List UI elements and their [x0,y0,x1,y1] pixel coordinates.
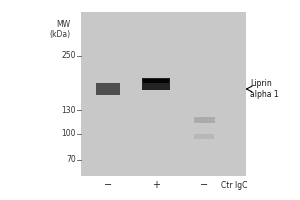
Text: +: + [152,180,160,190]
Text: 100: 100 [61,130,76,139]
Text: −: − [200,180,208,190]
Text: MW
(kDa): MW (kDa) [50,20,70,39]
Text: 70: 70 [66,156,76,164]
Text: 130: 130 [61,106,76,114]
Text: 250: 250 [61,51,76,60]
Text: Liprin
alpha 1: Liprin alpha 1 [250,79,279,99]
Text: −: − [104,180,112,190]
Text: Ctr IgC: Ctr IgC [221,182,247,190]
